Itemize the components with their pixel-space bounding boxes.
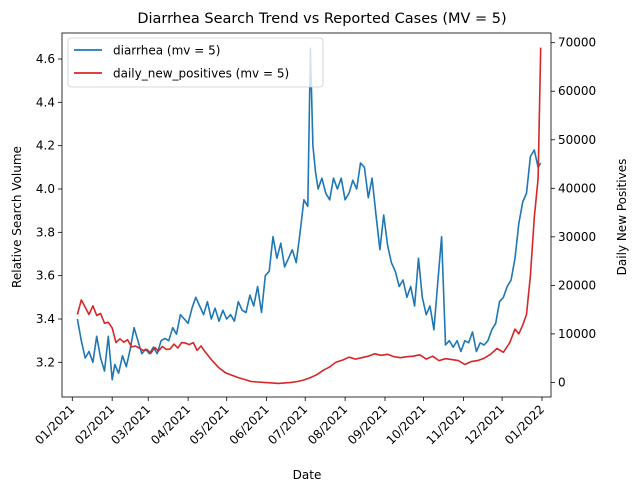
y-right-tick-label: 40000: [558, 181, 596, 195]
x-tick-label: 08/2021: [305, 402, 350, 447]
x-tick-label: 09/2021: [345, 402, 390, 447]
x-tick-label: 01/2021: [32, 402, 77, 447]
y-right-tick-label: 30000: [558, 230, 596, 244]
x-tick-label: 11/2021: [423, 402, 468, 447]
y-left-tick-label: 3.4: [36, 312, 55, 326]
y-axis-left: 3.2 3.4 3.6 3.8 4.0 4.2 4.4 4.6: [36, 52, 62, 369]
legend-label-daily-new-positives: daily_new_positives (mv = 5): [113, 67, 289, 81]
y-right-tick-label: 20000: [558, 278, 596, 292]
legend-box: [67, 37, 324, 88]
y-right-tick-label: 70000: [558, 36, 596, 50]
x-tick-label: 03/2021: [108, 402, 153, 447]
x-axis-label: Date: [293, 468, 322, 482]
y-left-tick-label: 3.8: [36, 225, 55, 239]
series-line-daily-new-positives: [76, 47, 542, 385]
x-tick-label: 07/2021: [265, 402, 310, 447]
x-tick-label: 06/2021: [227, 402, 272, 447]
x-tick-label: 10/2021: [384, 402, 429, 447]
x-tick-label: 05/2021: [187, 402, 232, 447]
y-right-tick-label: 60000: [558, 84, 596, 98]
y-left-tick-label: 4.6: [36, 52, 55, 66]
y-axis-right-label: Daily New Positives: [615, 159, 629, 276]
series-line-diarrhea: [76, 47, 542, 381]
y-axis-left-label: Relative Search Volume: [10, 146, 24, 288]
y-left-tick-label: 4.2: [36, 139, 55, 153]
legend-label-diarrhea: diarrhea (mv = 5): [113, 44, 220, 58]
x-tick-label: 01/2022: [502, 402, 547, 447]
y-left-tick-label: 3.6: [36, 269, 55, 283]
legend: diarrhea (mv = 5) daily_new_positives (m…: [67, 37, 324, 88]
y-right-tick-label: 50000: [558, 133, 596, 147]
x-tick-label: 12/2021: [462, 402, 507, 447]
y-right-tick-label: 0: [558, 375, 566, 389]
y-axis-right: 0 10000 20000 30000 40000 50000 60000 70000: [551, 36, 596, 389]
plot-frame: [61, 32, 552, 398]
chart-title: Diarrhea Search Trend vs Reported Cases …: [137, 11, 506, 27]
y-left-tick-label: 4.4: [36, 95, 55, 109]
y-left-tick-label: 3.2: [36, 355, 55, 369]
x-tick-label: 04/2021: [148, 402, 193, 447]
x-axis: 01/202102/202103/202104/202105/202106/20…: [32, 397, 547, 447]
y-left-tick-label: 4.0: [36, 182, 55, 196]
y-right-tick-label: 10000: [558, 327, 596, 341]
